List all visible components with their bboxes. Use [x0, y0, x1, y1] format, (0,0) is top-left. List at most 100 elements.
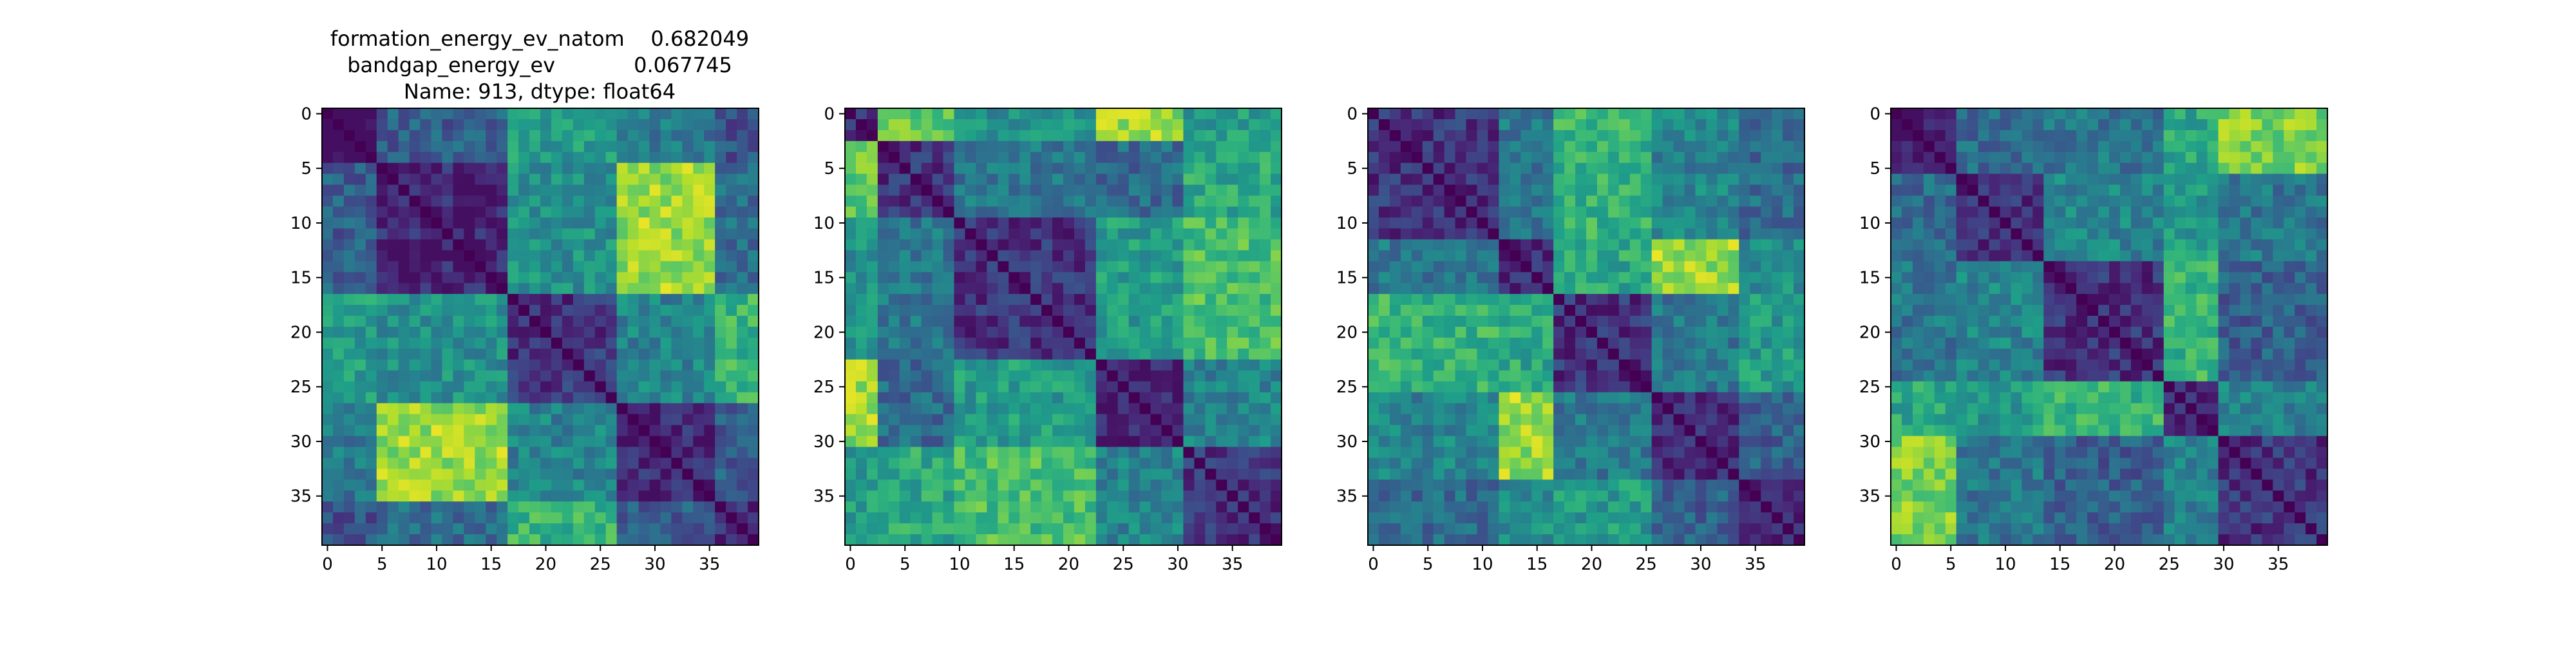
heatmap-cell — [1783, 250, 1794, 261]
heatmap-cell — [1085, 381, 1096, 392]
heatmap-cell — [1466, 108, 1477, 119]
heatmap-cell — [1162, 185, 1173, 196]
heatmap-cell — [1717, 327, 1728, 338]
heatmap-cell — [464, 327, 475, 338]
heatmap-cell — [606, 152, 617, 163]
heatmap-cell — [518, 185, 529, 196]
heatmap-cell — [442, 381, 453, 392]
heatmap-cell — [856, 534, 867, 545]
heatmap-cell — [1772, 218, 1783, 229]
heatmap-cell — [998, 261, 1009, 272]
heatmap-cell — [1510, 228, 1520, 239]
heatmap-cell — [518, 371, 529, 381]
heatmap-cell — [399, 479, 410, 490]
heatmap-cell — [1761, 458, 1772, 468]
heatmap-cell — [1630, 501, 1641, 512]
heatmap-cell — [933, 218, 943, 229]
heatmap-cell — [1685, 294, 1696, 305]
heatmap-cell — [737, 479, 748, 490]
heatmap-cell — [1586, 283, 1597, 294]
heatmap-cell — [1717, 283, 1728, 294]
heatmap-cell — [355, 130, 366, 141]
heatmap-cell — [1696, 272, 1707, 283]
heatmap-cell — [399, 228, 410, 239]
heatmap-cell — [737, 108, 748, 119]
heatmap-cell — [1085, 141, 1096, 152]
heatmap-cell — [1096, 501, 1107, 512]
heatmap-cell — [1238, 534, 1249, 545]
heatmap-cell — [322, 196, 333, 207]
heatmap-cell — [507, 360, 518, 371]
heatmap-cell — [573, 250, 584, 261]
heatmap-cell — [1085, 479, 1096, 490]
heatmap-cell — [1019, 174, 1030, 185]
heatmap-cell — [954, 327, 965, 338]
heatmap-cell — [322, 447, 333, 458]
heatmap-cell — [497, 447, 507, 458]
heatmap-cell — [475, 152, 486, 163]
heatmap-cell — [1542, 239, 1553, 250]
heatmap-cell — [1019, 338, 1030, 349]
heatmap-cell — [1074, 501, 1085, 512]
heatmap-cell — [998, 163, 1009, 174]
heatmap-cell — [1063, 436, 1074, 447]
heatmap-cell — [1030, 152, 1041, 163]
heatmap-cell — [1717, 349, 1728, 360]
heatmap-cell — [715, 436, 726, 447]
heatmap-cell — [965, 360, 976, 371]
heatmap-cell — [911, 360, 922, 371]
heatmap-cell — [410, 392, 421, 403]
heatmap-cell — [1249, 305, 1260, 316]
heatmap-cell — [1434, 501, 1444, 512]
heatmap-cell — [1717, 436, 1728, 447]
heatmap-cell — [606, 501, 617, 512]
heatmap-cell — [682, 338, 693, 349]
heatmap-cell — [1564, 436, 1575, 447]
heatmap-cell — [1542, 250, 1553, 261]
y-tick-label: 30 — [813, 432, 835, 452]
heatmap-cell — [617, 403, 628, 414]
heatmap-cell — [322, 239, 333, 250]
heatmap-cells — [322, 108, 759, 545]
heatmap-cell — [1205, 371, 1216, 381]
heatmap-cell — [442, 228, 453, 239]
heatmap-cell — [1368, 512, 1379, 523]
heatmap-cell — [1183, 458, 1194, 468]
heatmap-cell — [1466, 272, 1477, 283]
heatmap-cell — [987, 523, 998, 534]
heatmap-cell — [551, 371, 562, 381]
heatmap-cell — [1216, 228, 1227, 239]
heatmap-cell — [1238, 185, 1249, 196]
heatmap-cell — [1151, 119, 1162, 130]
heatmap-cell — [1074, 512, 1085, 523]
heatmap-cell — [856, 327, 867, 338]
heatmap-cell — [976, 534, 987, 545]
heatmap-cell — [1663, 534, 1674, 545]
heatmap-cell — [573, 261, 584, 272]
heatmap-cell — [704, 349, 715, 360]
x-tick-label: 25 — [590, 555, 611, 574]
heatmap-cell — [322, 392, 333, 403]
heatmap-cell — [2295, 108, 2306, 119]
heatmap-cell — [1227, 523, 1238, 534]
heatmap-cell — [410, 174, 421, 185]
heatmap-cell — [2120, 108, 2131, 119]
heatmap-cell — [1030, 436, 1041, 447]
heatmap-cell — [1488, 360, 1499, 371]
heatmap-cell — [1271, 414, 1282, 425]
heatmap-cell — [1499, 327, 1510, 338]
heatmap-cell — [1696, 338, 1707, 349]
heatmap-cell — [1129, 468, 1140, 479]
heatmap-cell — [878, 196, 889, 207]
heatmap-cell — [486, 316, 497, 327]
heatmap-cell — [1216, 305, 1227, 316]
heatmap-cell — [1434, 512, 1444, 523]
heatmap-cell — [518, 512, 529, 523]
heatmap-cell — [748, 371, 759, 381]
heatmap-cell — [1477, 283, 1488, 294]
heatmap-cell — [1249, 228, 1260, 239]
heatmap-cell — [660, 305, 671, 316]
heatmap-cell — [497, 294, 507, 305]
heatmap-cell — [486, 512, 497, 523]
heatmap-cell — [366, 228, 377, 239]
